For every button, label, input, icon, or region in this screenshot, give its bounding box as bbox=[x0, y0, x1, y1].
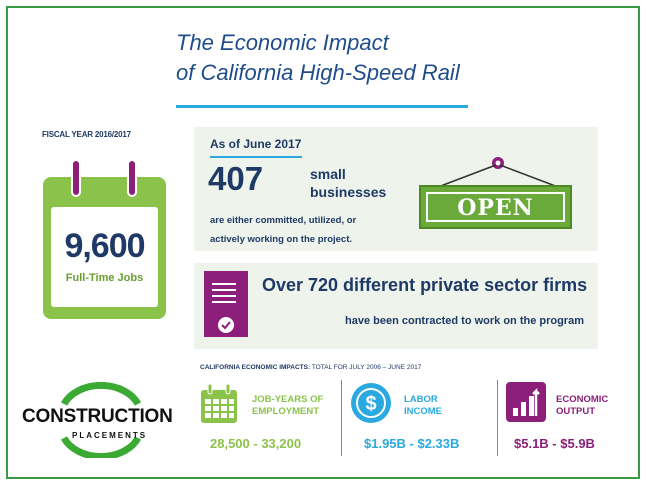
stat-job-years: JOB-YEARS OF EMPLOYMENT 28,500 - 33,200 bbox=[196, 378, 338, 460]
firms-headline: Over 720 different private sector firms bbox=[262, 275, 588, 295]
business-count-label: small businesses bbox=[310, 165, 386, 201]
divider bbox=[497, 380, 498, 456]
impacts-header: CALIFORNIA ECONOMIC IMPACTS: TOTAL FOR J… bbox=[200, 364, 421, 371]
calendar-ring-left bbox=[71, 159, 81, 197]
stat-label-line: LABOR bbox=[404, 394, 438, 405]
stat-economic-output-value: $5.1B - $5.9B bbox=[514, 436, 595, 451]
document-check-icon bbox=[204, 271, 248, 337]
jobs-value: 9,600 bbox=[64, 227, 145, 265]
doc-line bbox=[212, 289, 236, 291]
doc-line bbox=[212, 295, 236, 297]
bar-growth-icon bbox=[506, 382, 546, 422]
stat-job-years-label: JOB-YEARS OF EMPLOYMENT bbox=[252, 394, 323, 418]
business-desc-line-1: are either committed, utilized, or bbox=[210, 215, 357, 226]
as-of-date: As of June 2017 bbox=[210, 137, 302, 151]
calendar-ring-right bbox=[127, 159, 137, 197]
stat-label-line: ECONOMIC bbox=[556, 394, 609, 405]
business-label-line-1: small bbox=[310, 166, 346, 182]
business-desc-line-2: actively working on the project. bbox=[210, 234, 353, 245]
open-sign-inner: OPEN bbox=[426, 192, 565, 222]
jobs-label: Full-Time Jobs bbox=[65, 272, 144, 284]
dollar-circle-icon: $ bbox=[351, 383, 391, 423]
business-label-line-2: businesses bbox=[310, 184, 387, 200]
fiscal-year-label: FISCAL YEAR 2016/2017 bbox=[42, 130, 131, 139]
construction-placements-logo: CONSTRUCTION PLACEMENTS bbox=[14, 382, 184, 458]
title-line-1: The Economic Impact bbox=[176, 30, 389, 55]
logo-ring-icon bbox=[60, 382, 142, 458]
sign-hanger-icon bbox=[437, 157, 559, 188]
stat-labor-income-value: $1.95B - $2.33B bbox=[364, 436, 460, 451]
open-sign-text: OPEN bbox=[457, 195, 534, 221]
private-firms-panel: Over 720 different private sector firms … bbox=[194, 263, 598, 349]
stat-label-line: EMPLOYMENT bbox=[252, 406, 320, 417]
open-sign: OPEN bbox=[419, 185, 572, 229]
small-business-panel: As of June 2017 407 small businesses are… bbox=[194, 127, 598, 251]
business-count: 407 bbox=[208, 160, 264, 197]
stat-economic-output-label: ECONOMIC OUTPUT bbox=[556, 394, 608, 418]
stat-labor-income-label: LABOR INCOME bbox=[404, 394, 442, 418]
logo-subtitle: PLACEMENTS bbox=[72, 431, 148, 440]
calendar-page: 9,600 Full-Time Jobs bbox=[51, 207, 158, 307]
stat-label-line: JOB-YEARS OF bbox=[252, 394, 324, 405]
firms-subtext: have been contracted to work on the prog… bbox=[345, 315, 584, 327]
stat-job-years-value: 28,500 - 33,200 bbox=[210, 436, 302, 451]
title-line-2: of California High-Speed Rail bbox=[176, 60, 460, 85]
business-description: are either committed, utilized, or activ… bbox=[210, 211, 400, 249]
title-underline bbox=[176, 105, 468, 108]
stat-economic-output: ECONOMIC OUTPUT $5.1B - $5.9B bbox=[500, 378, 630, 460]
divider bbox=[341, 380, 342, 456]
doc-line bbox=[212, 283, 236, 285]
calendar-grid-icon bbox=[201, 384, 237, 423]
impacts-header-bold: CALIFORNIA ECONOMIC IMPACTS: bbox=[200, 364, 311, 371]
logo-wordmark: CONSTRUCTION bbox=[22, 406, 173, 427]
impacts-header-rest: TOTAL FOR JULY 2006 – JUNE 2017 bbox=[310, 364, 422, 371]
page-title: The Economic Impact of California High-S… bbox=[176, 28, 476, 88]
svg-text:$: $ bbox=[365, 393, 376, 415]
calendar-icon: 9,600 Full-Time Jobs bbox=[43, 159, 166, 319]
doc-line bbox=[212, 301, 236, 303]
stat-label-line: OUTPUT bbox=[556, 406, 596, 417]
as-of-underline bbox=[210, 156, 302, 158]
stat-label-line: INCOME bbox=[404, 406, 442, 417]
check-icon bbox=[218, 317, 234, 333]
stat-labor-income: $ LABOR INCOME $1.95B - $2.33B bbox=[344, 378, 494, 460]
